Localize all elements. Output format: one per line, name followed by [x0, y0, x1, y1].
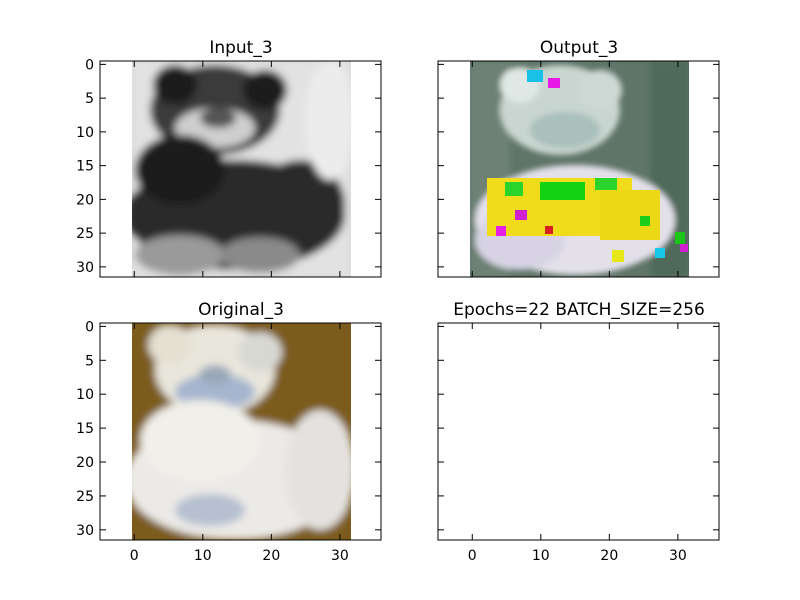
y-tick-label: 15 [76, 421, 94, 437]
y-tick-label: 30 [76, 523, 94, 539]
x-tick-label: 0 [468, 548, 477, 564]
x-tick-label: 20 [262, 548, 280, 564]
axes-frame-input [99, 60, 382, 278]
y-tick-label: 10 [76, 387, 94, 403]
panel-title-input: Input_3 [209, 38, 272, 58]
output-image [470, 61, 689, 277]
y-tick-label: 5 [85, 91, 94, 107]
panel-original: Original_3 0 5 10 15 20 25 30 0 10 20 30 [76, 300, 382, 564]
panel-output: Output_3 [437, 38, 720, 278]
y-tick-label: 20 [76, 455, 94, 471]
x-ticks-empty: 0 10 20 30 [438, 323, 719, 564]
axes-frame-original [99, 322, 382, 541]
x-tick-label: 20 [600, 548, 618, 564]
y-tick-label: 30 [76, 260, 94, 276]
y-ticks-original: 0 5 10 15 20 25 30 [76, 319, 381, 539]
panel-input: Input_3 0 5 10 15 20 25 30 [76, 38, 382, 278]
input-image [132, 61, 351, 277]
x-ticks-original: 0 10 20 30 [130, 323, 349, 564]
y-tick-label: 0 [85, 319, 94, 335]
y-tick-label: 25 [76, 489, 94, 505]
y-tick-label: 20 [76, 192, 94, 208]
x-tick-label: 0 [130, 548, 139, 564]
panel-title-output: Output_3 [540, 38, 618, 58]
panel-empty: Epochs=22 BATCH_SIZE=256 0 10 20 30 [437, 300, 720, 564]
x-tick-label: 30 [669, 548, 687, 564]
output-color-patches [487, 70, 688, 262]
x-tick-label: 10 [194, 548, 212, 564]
axes-frame-empty [437, 322, 720, 541]
y-ticks-output [438, 61, 719, 277]
y-ticks-input: 0 5 10 15 20 25 30 [76, 57, 381, 277]
y-tick-label: 10 [76, 125, 94, 141]
original-image [132, 323, 351, 540]
y-tick-label: 15 [76, 159, 94, 175]
y-tick-label: 0 [85, 57, 94, 73]
y-tick-label: 5 [85, 353, 94, 369]
axes-frame-output [437, 60, 720, 278]
panel-title-empty: Epochs=22 BATCH_SIZE=256 [453, 300, 705, 320]
y-tick-label: 25 [76, 226, 94, 242]
panel-title-original: Original_3 [198, 300, 284, 320]
x-tick-label: 30 [331, 548, 349, 564]
x-tick-label: 10 [532, 548, 550, 564]
